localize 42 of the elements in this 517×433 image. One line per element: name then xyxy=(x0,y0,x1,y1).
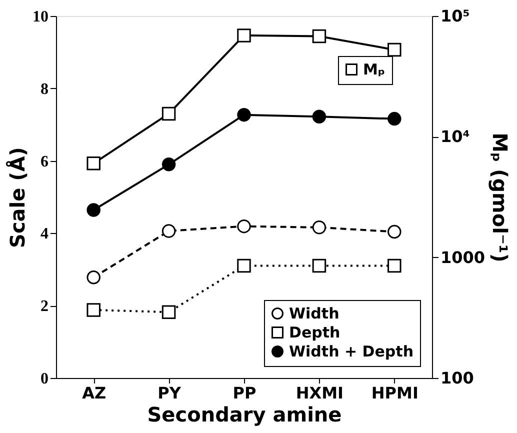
point xyxy=(162,224,176,238)
x-tick-label: PP xyxy=(232,384,256,402)
x-tick-label: HXMI xyxy=(296,384,344,402)
point xyxy=(312,110,326,124)
y-tick-label: 4 xyxy=(40,226,48,243)
point xyxy=(237,219,251,234)
y-tick-label: 0 xyxy=(40,370,48,388)
y-axis-title: Scale (Å) xyxy=(6,147,30,248)
point xyxy=(162,158,176,172)
y-tick-label: 10 xyxy=(32,8,48,26)
point xyxy=(312,29,326,44)
point xyxy=(388,224,402,239)
x-tick-label: PY xyxy=(158,384,182,402)
point xyxy=(86,203,100,217)
y2-tick-label: 10⁵ xyxy=(440,6,470,26)
y-tick-label: 2 xyxy=(40,298,48,316)
point xyxy=(86,270,100,284)
y2-tick-label: 1000 xyxy=(440,248,486,267)
y-tick-label: 8 xyxy=(40,80,48,98)
legend-label: Width + Depth xyxy=(289,342,414,360)
x-tick-label: AZ xyxy=(82,384,106,402)
legend-label: Depth xyxy=(289,324,340,342)
point xyxy=(162,106,176,121)
point xyxy=(86,156,100,170)
legend-label: Width xyxy=(289,304,340,322)
y2-tick-label: 100 xyxy=(440,368,474,388)
point xyxy=(388,42,402,57)
point xyxy=(388,112,402,126)
point xyxy=(86,303,100,317)
point xyxy=(237,258,251,273)
point xyxy=(388,258,402,273)
x-tick-label: HPMI xyxy=(371,384,418,402)
point xyxy=(312,220,326,234)
y2-axis-title: Mₚ (gmol⁻¹) xyxy=(488,132,512,262)
point xyxy=(237,28,251,42)
x-axis-title: Secondary amine xyxy=(147,402,342,426)
legend-label: Mₚ xyxy=(363,60,386,78)
point xyxy=(162,305,176,319)
point xyxy=(237,108,251,122)
y-tick-label: 6 xyxy=(40,153,48,170)
point xyxy=(312,258,326,273)
y2-tick-label: 10⁴ xyxy=(440,127,470,146)
